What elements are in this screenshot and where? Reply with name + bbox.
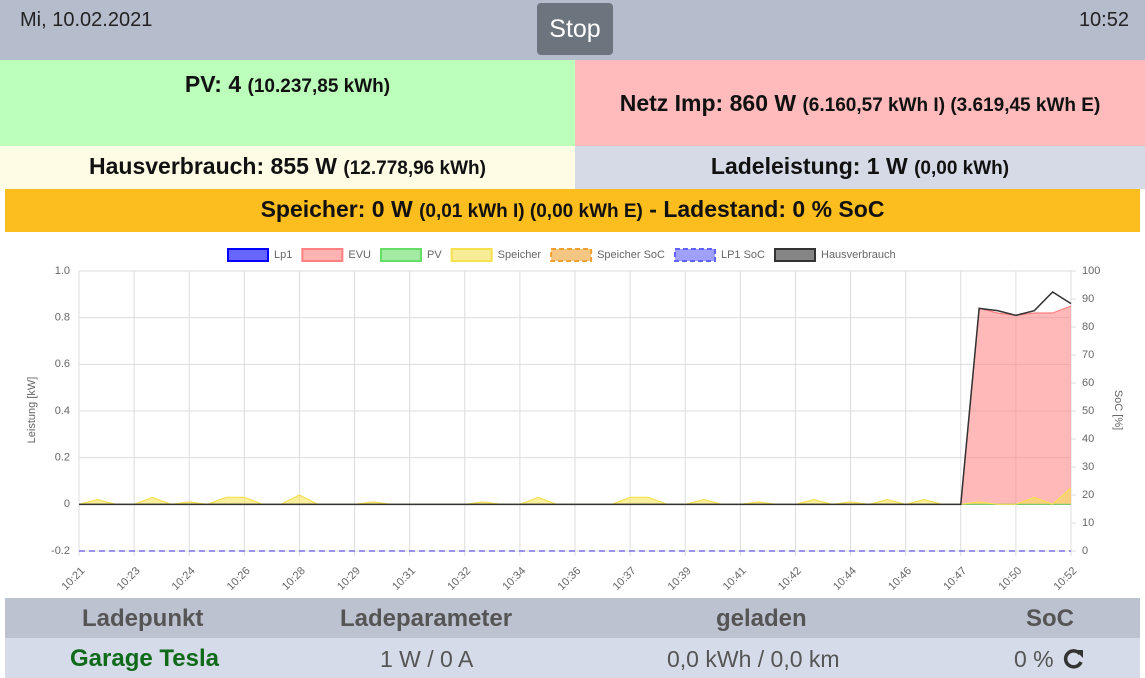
header-bar: Mi, 10.02.2021 Stop 10:52 xyxy=(0,0,1145,60)
legend-swatch xyxy=(550,248,593,262)
y-tick-label: -0.2 xyxy=(51,545,70,557)
y-tick-label: 0.2 xyxy=(55,452,70,464)
y-axis-label: Leistung [kW] xyxy=(26,377,38,444)
storage-main: Speicher: 0 W xyxy=(260,196,413,222)
y2-axis-label: SoC [%] xyxy=(1112,390,1124,430)
legend-label: Hausverbrauch xyxy=(821,249,896,261)
house-main: Hausverbrauch: 855 W xyxy=(89,153,337,179)
grid-tile: Netz Imp: 860 W (6.160,57 kWh I) (3.619,… xyxy=(575,60,1145,146)
y2-tick-label: 40 xyxy=(1082,433,1094,445)
y2-tick-label: 80 xyxy=(1082,321,1094,333)
x-tick-label: 10:44 xyxy=(831,565,859,593)
table-header-cell: Ladeparameter xyxy=(340,605,513,632)
charge-params: 1 W / 0 A xyxy=(380,646,474,672)
x-tick-label: 10:24 xyxy=(170,565,198,593)
y2-tick-label: 60 xyxy=(1082,377,1094,389)
table-header-cell: SoC xyxy=(1026,605,1074,632)
legend-label: LP1 SoC xyxy=(721,249,765,261)
y2-tick-label: 20 xyxy=(1082,489,1094,501)
y2-tick-label: 30 xyxy=(1082,461,1094,473)
x-tick-label: 10:47 xyxy=(941,565,969,593)
legend-label: Speicher SoC xyxy=(597,249,665,261)
x-tick-label: 10:37 xyxy=(611,565,639,593)
x-tick-label: 10:46 xyxy=(886,565,914,593)
legend-swatch xyxy=(227,248,269,262)
time: 10:52 xyxy=(1078,9,1129,31)
stop-button[interactable]: Stop xyxy=(537,3,613,55)
x-tick-label: 10:36 xyxy=(555,565,583,593)
x-tick-label: 10:42 xyxy=(776,565,804,593)
chart: Leistung [kW] SoC [%] -0.2 0 0.2 0.4 0.6 0.8 1… xyxy=(26,248,1124,593)
y-tick-label: 0 xyxy=(64,498,70,510)
pv-tile: PV: 4 (10.237,85 kWh) xyxy=(0,60,575,146)
x-tick-label: 10:28 xyxy=(280,565,308,593)
legend-label: Lp1 xyxy=(274,249,292,261)
table-row xyxy=(5,638,1140,678)
y2-tick-label: 100 xyxy=(1082,265,1100,277)
series-line xyxy=(79,291,1072,506)
y-tick-label: 1.0 xyxy=(55,265,70,277)
charged: 0,0 kWh / 0,0 km xyxy=(667,646,840,672)
x-tick-label: 10:41 xyxy=(721,565,749,593)
charge-main: Ladeleistung: 1 W xyxy=(710,153,908,179)
grid-main: Netz Imp: 860 W xyxy=(619,90,797,116)
soc: 0 % xyxy=(1014,646,1054,672)
house-detail: (12.778,96 kWh) xyxy=(343,158,486,179)
x-tick-label: 10:31 xyxy=(390,565,418,593)
legend-swatch xyxy=(774,248,816,262)
x-tick-label: 10:50 xyxy=(996,565,1024,593)
legend-label: Speicher xyxy=(498,249,542,261)
legend-label: EVU xyxy=(348,249,371,261)
y2-tick-label: 70 xyxy=(1082,349,1094,361)
charge-tile: Ladeleistung: 1 W (0,00 kWh) xyxy=(575,146,1145,189)
storage-tail: - Ladestand: 0 % SoC xyxy=(649,196,885,222)
legend-swatch xyxy=(450,248,493,262)
x-tick-label: 10:39 xyxy=(666,565,694,593)
y-tick-label: 0.8 xyxy=(55,312,70,324)
y2-tick-label: 90 xyxy=(1082,293,1094,305)
x-tick-label: 10:23 xyxy=(115,565,143,593)
series-area xyxy=(79,306,1071,505)
house-tile: Hausverbrauch: 855 W (12.778,96 kWh) xyxy=(0,146,575,189)
legend-swatch xyxy=(673,248,716,262)
storage-detail: (0,01 kWh I) (0,00 kWh E) xyxy=(419,201,643,222)
x-tick-label: 10:34 xyxy=(500,565,528,593)
x-tick-label: 10:29 xyxy=(335,565,363,593)
x-tick-label: 10:52 xyxy=(1051,565,1079,593)
x-tick-label: 10:32 xyxy=(445,565,473,593)
pv-detail: (10.237,85 kWh) xyxy=(247,76,391,97)
y2-tick-label: 0 xyxy=(1082,545,1088,557)
table-header-cell: Ladepunkt xyxy=(82,605,204,632)
refresh-icon[interactable] xyxy=(1063,648,1085,670)
x-tick-label: 10:26 xyxy=(225,565,253,593)
grid-detail: (6.160,57 kWh I) (3.619,45 kWh E) xyxy=(802,95,1101,116)
table-header xyxy=(5,598,1140,638)
y-tick-label: 0.4 xyxy=(55,405,70,417)
date: Mi, 10.02.2021 xyxy=(20,9,153,31)
table-header-cell: geladen xyxy=(716,605,807,632)
y2-tick-label: 50 xyxy=(1082,405,1094,417)
legend-swatch xyxy=(301,248,344,262)
pv-main: PV: 4 xyxy=(184,71,242,97)
charge-detail: (0,00 kWh) xyxy=(914,158,1010,179)
y2-tick-label: 10 xyxy=(1082,517,1094,529)
legend-label: PV xyxy=(427,249,442,261)
legend-swatch xyxy=(379,248,422,262)
x-tick-label: 10:21 xyxy=(59,565,87,593)
storage-tile: Speicher: 0 W (0,01 kWh I) (0,00 kWh E) … xyxy=(5,189,1140,232)
y-tick-label: 0.6 xyxy=(55,358,70,370)
charge-point-name[interactable]: Garage Tesla xyxy=(70,645,219,672)
